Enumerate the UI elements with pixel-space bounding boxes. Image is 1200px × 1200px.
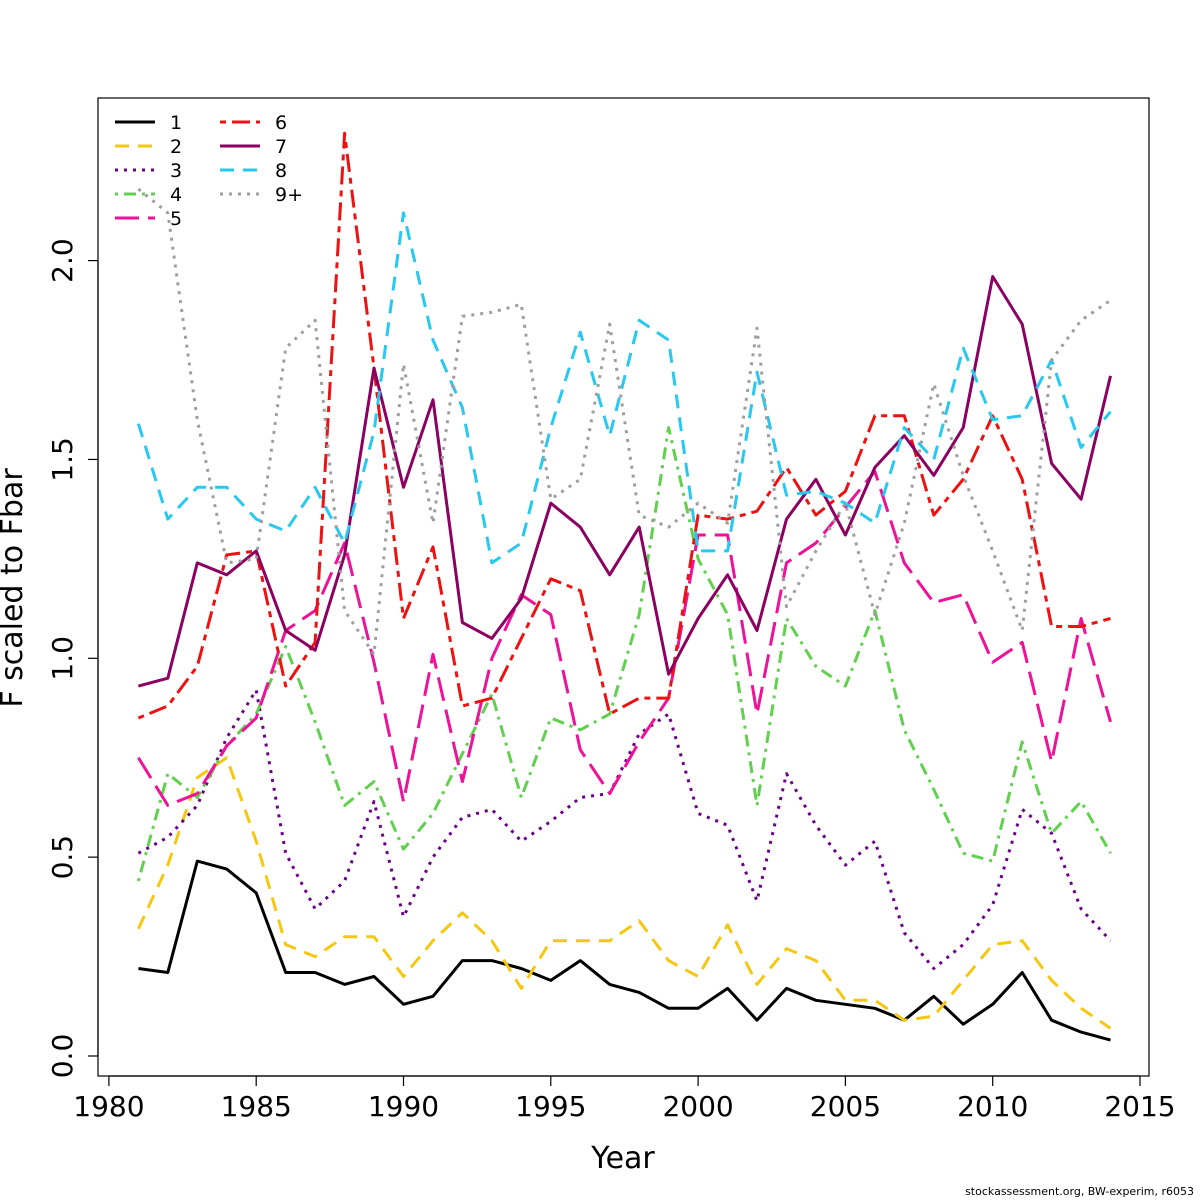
legend-label: 8 [275, 160, 287, 182]
x-tick-label: 2010 [957, 1090, 1028, 1123]
x-tick-label: 2000 [662, 1090, 733, 1123]
series-layer [136, 131, 1112, 1042]
y-tick-label: 1.5 [46, 437, 79, 482]
legend-label: 7 [275, 136, 287, 158]
y-axis: 0.0 0.5 1.0 1.5 2.0 [46, 238, 99, 1079]
x-tick-label: 1985 [221, 1090, 292, 1123]
y-tick-label: 2.0 [46, 238, 79, 283]
y-tick-label: 1.0 [46, 636, 79, 681]
series-line-5 [137, 469, 1112, 807]
x-tick-label: 1980 [73, 1090, 144, 1123]
y-tick-label: 0.0 [46, 1034, 79, 1079]
series-line-7 [138, 275, 1112, 688]
series-line-9plus [137, 187, 1112, 656]
credit-text: stockassessment.org, BW-experim, r6053 [965, 1185, 1194, 1198]
x-tick-label: 1995 [515, 1090, 586, 1123]
x-tick-label: 1990 [368, 1090, 439, 1123]
legend-label: 6 [275, 112, 287, 134]
x-tick-label: 2005 [810, 1090, 881, 1123]
legend-label: 2 [170, 136, 182, 158]
series-line-4 [136, 426, 1112, 882]
legend-label: 1 [170, 112, 182, 134]
series-line-6 [137, 131, 1111, 720]
series-line-3 [137, 688, 1112, 970]
x-tick-label: 2015 [1104, 1090, 1175, 1123]
y-axis-title: F scaled to Fbar [0, 468, 30, 708]
x-axis: 1980 1985 1990 1995 2000 2005 2010 2015 [73, 1075, 1176, 1123]
series-line-2 [137, 756, 1112, 1030]
y-tick-label: 0.5 [46, 835, 79, 880]
series-line-1 [138, 859, 1111, 1042]
legend-label: 9+ [275, 184, 303, 206]
legend-label: 4 [170, 184, 182, 206]
plot-frame [97, 97, 1150, 1077]
legend-label: 3 [170, 160, 182, 182]
legend-label: 5 [170, 208, 182, 230]
series-line-8 [136, 211, 1112, 565]
x-axis-title: Year [590, 1141, 655, 1176]
